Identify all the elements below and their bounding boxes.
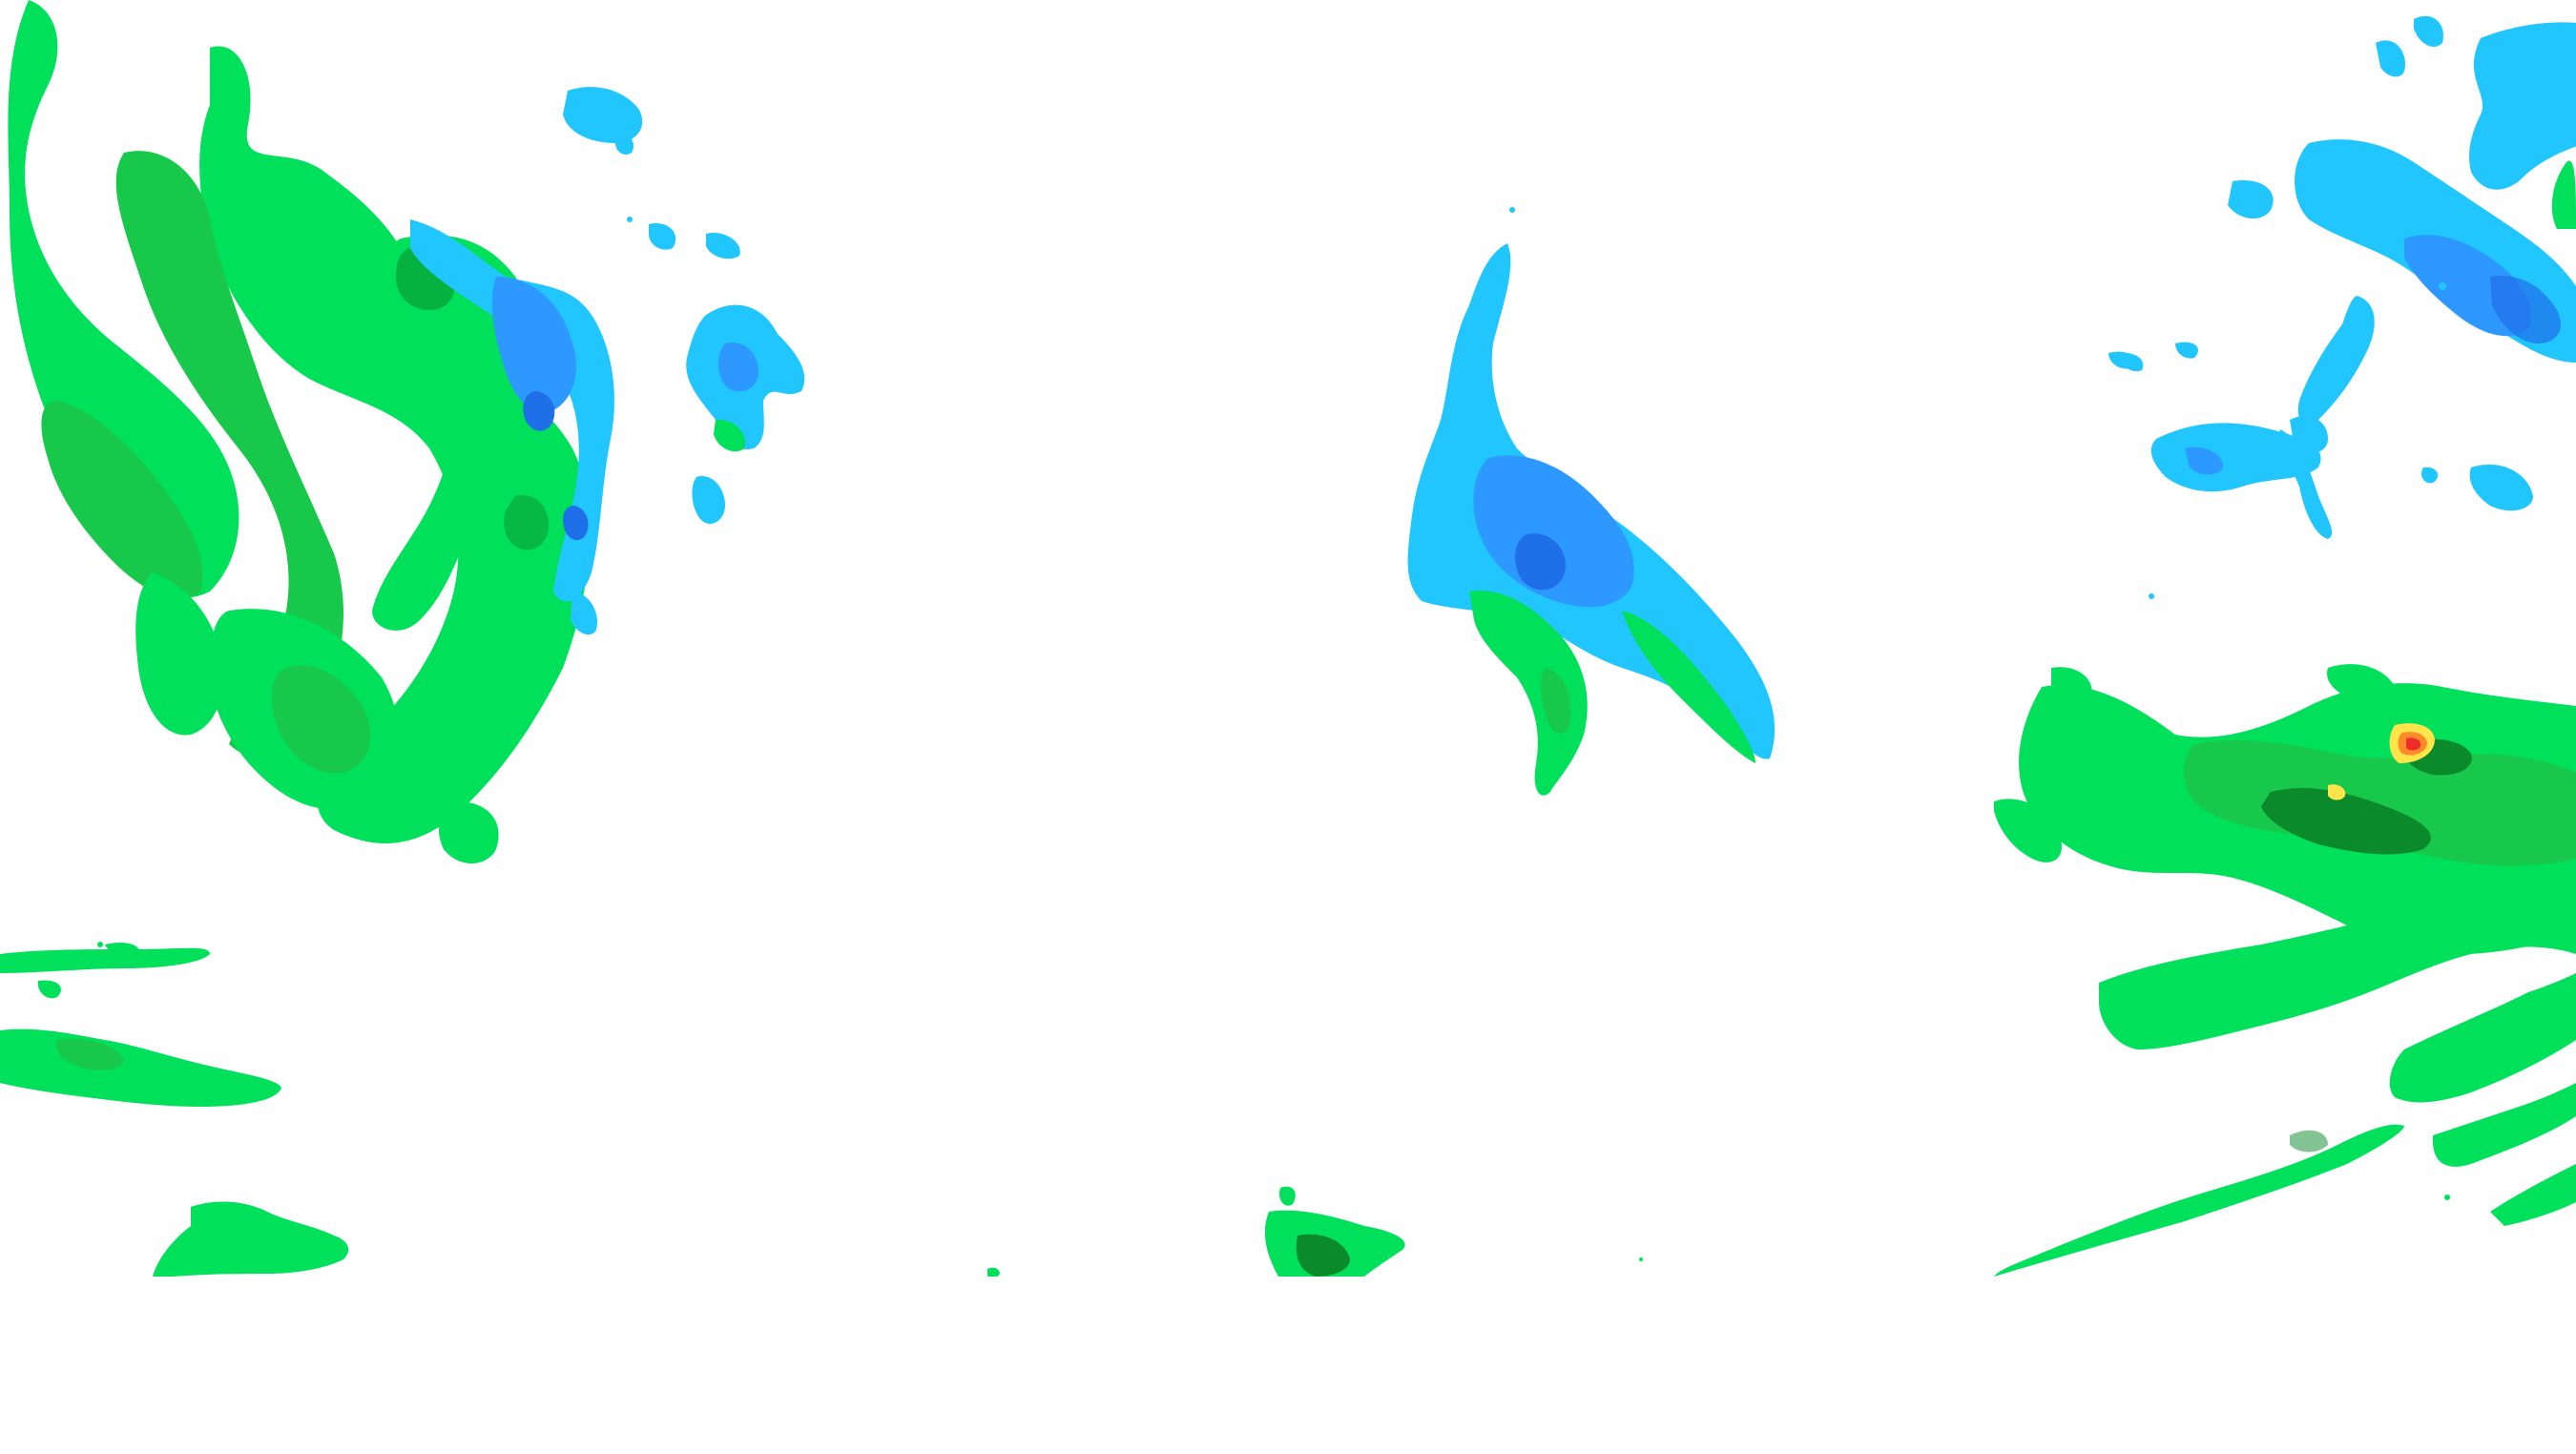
north-east-cyan-streamers [2109, 15, 2576, 539]
south-west-green-band [0, 943, 349, 1277]
scattered-specks [97, 207, 2450, 1261]
east-green-band [1994, 664, 2576, 954]
west-spiral-band [8, 0, 591, 863]
south-east-spiral-arcs [1994, 897, 2576, 1277]
map-bottom-blank [0, 1277, 2576, 1454]
north-west-cyan-cluster [563, 87, 805, 525]
south-central-cell [987, 1186, 1405, 1277]
central-blue-plume [1407, 243, 1776, 796]
west-spiral-blue-rim [410, 219, 614, 635]
